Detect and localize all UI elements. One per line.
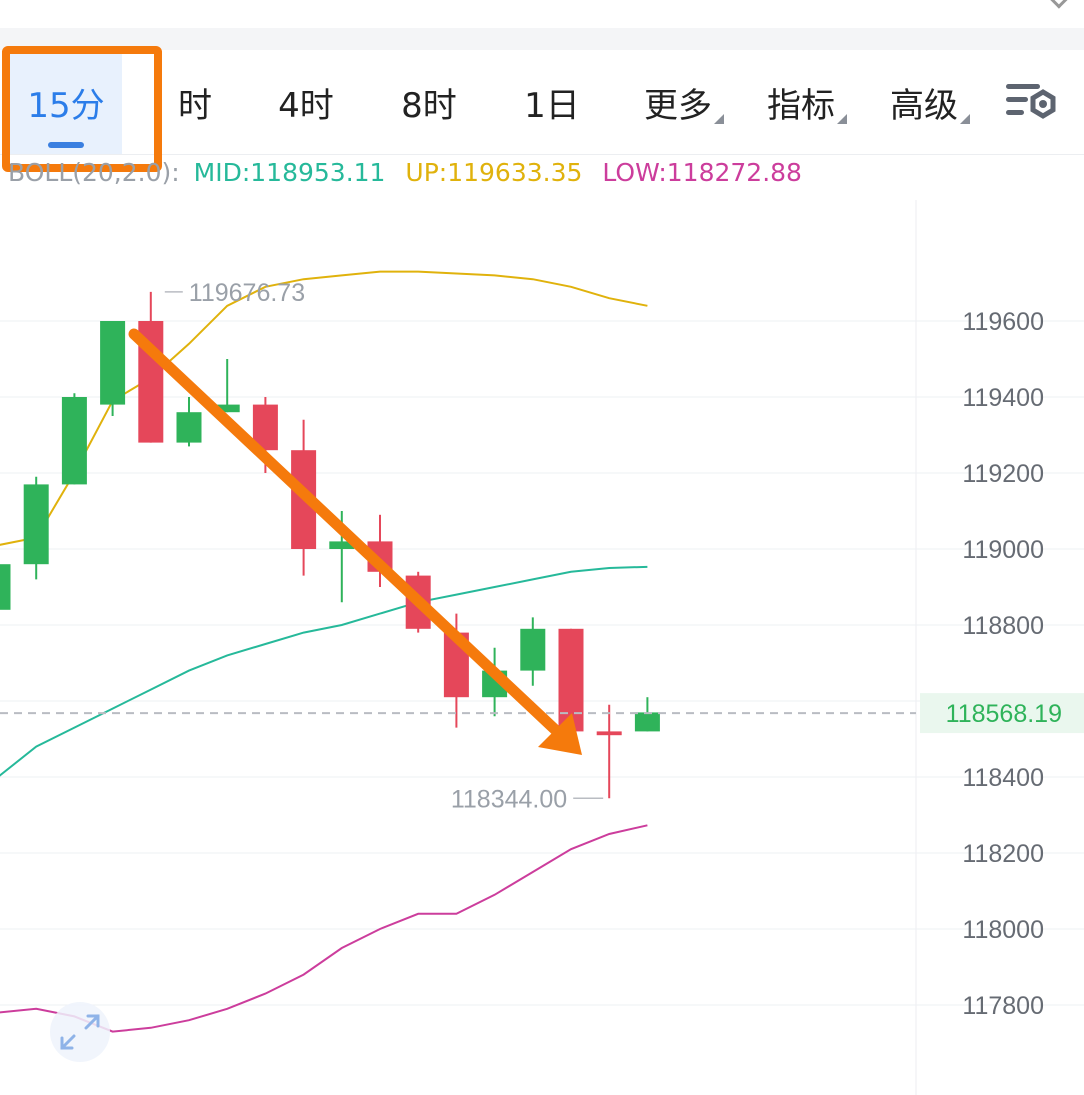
candle-body — [634, 712, 660, 732]
current-price-tag: 118568.19 — [946, 700, 1062, 728]
candle-body — [520, 628, 546, 671]
y-tick-label: 119000 — [962, 536, 1044, 564]
candle-body — [100, 321, 126, 405]
tab-label: 指标 — [767, 85, 835, 126]
tab-advanced[interactable]: 高级 — [886, 50, 970, 154]
tab-label: 1日 — [524, 85, 580, 126]
tab-label: 时 — [178, 85, 212, 126]
boll-indicator-readout: BOLL(20,2.0): MID:118953.11 UP:119633.35… — [8, 158, 802, 187]
price-axis: 119600 119400 119200 119000 118800 118400 1182… — [962, 308, 1044, 1020]
active-tab-underline — [48, 142, 84, 148]
dropdown-caret-icon — [960, 114, 970, 124]
candle-body — [596, 731, 622, 736]
tab-label: 高级 — [890, 85, 958, 126]
y-tick-label: 118400 — [962, 764, 1044, 792]
candle-body — [0, 564, 11, 610]
tab-4h[interactable]: 4时 — [270, 50, 342, 154]
header-divider — [0, 28, 1084, 50]
boll-up-line — [0, 270, 648, 546]
y-tick-label: 118800 — [962, 612, 1044, 640]
up-candle — [0, 564, 11, 610]
trend-arrow-shaft — [128, 328, 570, 744]
low-price-label: 118344.00 — [451, 785, 567, 813]
up-candle — [23, 476, 49, 580]
tab-label: 15分 — [27, 85, 105, 126]
dropdown-caret-icon — [837, 114, 847, 124]
expand-icon-arrows — [60, 1014, 100, 1050]
candle-body — [61, 397, 87, 485]
y-tick-label: 119200 — [962, 460, 1044, 488]
up-candle — [520, 617, 546, 686]
chart-annotations: 118568.19 119676.73 118344.00 — [0, 279, 1084, 1062]
trend-arrow-head — [538, 713, 582, 755]
tab-indicators[interactable]: 指标 — [763, 50, 847, 154]
boll-low-value: LOW:118272.88 — [602, 158, 802, 187]
down-candle — [138, 291, 164, 443]
boll-low-line — [0, 824, 648, 1033]
tab-label: 8时 — [401, 85, 457, 126]
up-candle — [214, 359, 240, 413]
tab-label: 更多 — [644, 85, 712, 126]
current-price-tag-bg — [920, 693, 1084, 734]
tab-hour[interactable]: 时 — [170, 50, 220, 154]
timeframe-tabbar: 15分 时 4时 8时 1日 更多 指标 高级 — [0, 50, 1084, 155]
tab-label: 4时 — [278, 85, 334, 126]
y-tick-label: 117800 — [962, 992, 1044, 1020]
up-candle — [634, 697, 660, 732]
chart-grid — [0, 200, 1084, 1095]
tab-15min[interactable]: 15分 — [10, 50, 122, 154]
up-candle — [61, 393, 87, 485]
tab-8h[interactable]: 8时 — [393, 50, 465, 154]
y-tick-label: 118000 — [962, 916, 1044, 944]
up-candle — [100, 321, 126, 416]
up-candle — [176, 397, 202, 447]
candle-body — [23, 484, 49, 565]
boll-up-value: UP:119633.35 — [405, 158, 583, 187]
tab-more[interactable]: 更多 — [640, 50, 724, 154]
chart-settings-icon[interactable] — [1004, 78, 1060, 126]
tab-1d[interactable]: 1日 — [516, 50, 588, 154]
expand-icon-bg — [50, 1002, 110, 1062]
y-tick-label: 119600 — [962, 308, 1044, 336]
down-candle — [596, 704, 622, 799]
y-tick-label: 118200 — [962, 840, 1044, 868]
candle-body — [214, 404, 240, 413]
dropdown-caret-icon — [714, 114, 724, 124]
boll-mid-value: MID:118953.11 — [193, 158, 386, 187]
boll-name: BOLL(20,2.0): — [8, 158, 180, 187]
high-price-label: 119676.73 — [189, 279, 305, 307]
expand-icon — [50, 1002, 110, 1062]
y-tick-label: 119400 — [962, 384, 1044, 412]
candles — [0, 291, 660, 799]
candle-body — [176, 412, 202, 443]
bollinger-bands — [0, 270, 648, 1033]
boll-mid-line — [0, 565, 648, 777]
status-strip — [0, 0, 1084, 28]
candlestick-chart[interactable]: 119600 119400 119200 119000 118800 118400 1182… — [0, 200, 1084, 1095]
candle-body — [329, 541, 355, 549]
